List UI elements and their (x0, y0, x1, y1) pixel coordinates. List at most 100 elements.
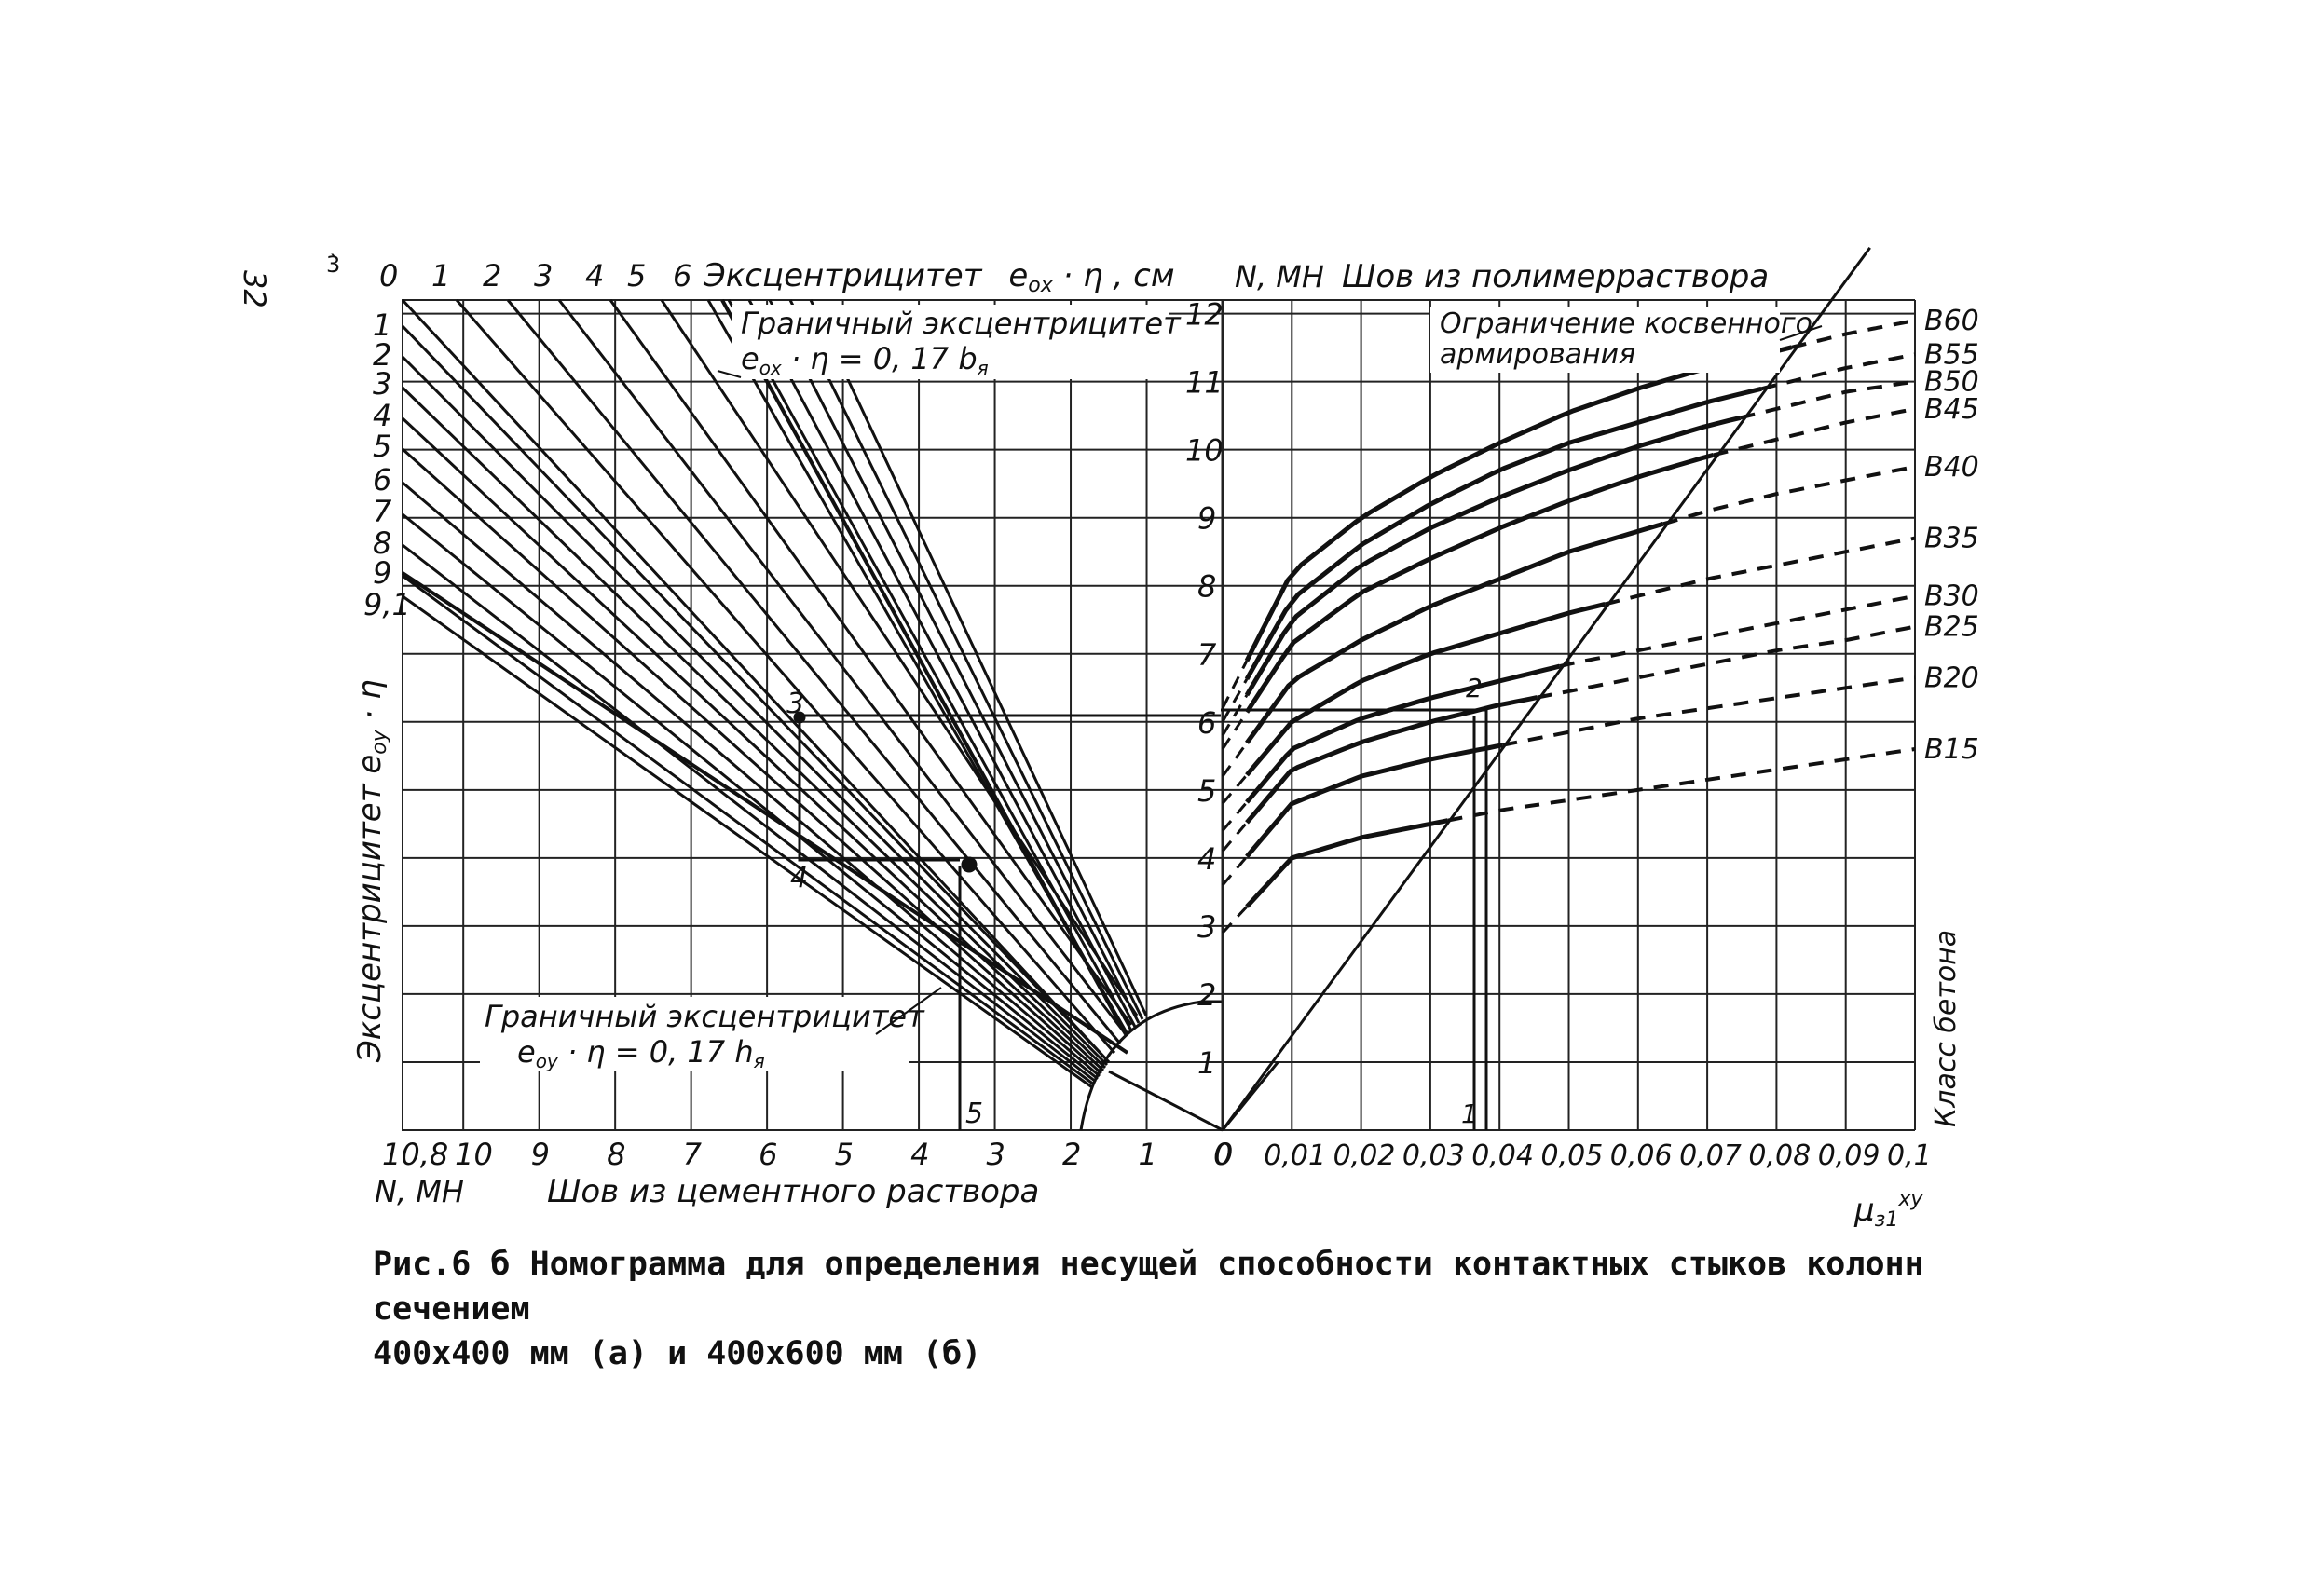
eccentricity-line-left (401, 386, 1107, 1070)
curve-dashed-end (1713, 406, 1916, 457)
left-n-tick: 6 (759, 1137, 777, 1172)
top-eccentricity-tick: 3 (534, 258, 553, 293)
figure-caption: Рис.6 б Номограмма для определения несущ… (373, 1242, 1957, 1376)
concrete-class-label: B55 (1924, 338, 1979, 371)
point-5-label: 5 (965, 1098, 983, 1130)
mu-tick: 0,04 (1471, 1139, 1534, 1172)
curve-solid (1244, 386, 1762, 681)
left-eccentricity-tick: 8 (373, 525, 391, 561)
boundary-eoy-line1: Граничный эксцентрицитет (485, 999, 925, 1034)
eccentricity-line-top-extra (747, 299, 1137, 1028)
middle-n-tick: 8 (1197, 569, 1216, 605)
left-n-tick: 10 (455, 1137, 493, 1172)
middle-n-tick: 7 (1197, 637, 1217, 673)
curve-dashed-end (1559, 593, 1916, 669)
mu-tick: 0,08 (1748, 1139, 1811, 1172)
left-eccentricity-tick: 7 (373, 494, 392, 529)
concrete-class-label: B30 (1924, 580, 1979, 613)
caption-line-2: 400x400 мм (а) и 400x600 мм (б) (373, 1335, 982, 1372)
boundary-line-eoy (401, 571, 1129, 1055)
middle-n-tick: 9 (1197, 501, 1216, 537)
mu-tick-zero: 0 (1213, 1137, 1232, 1172)
curve-solid (1244, 452, 1715, 714)
mu-axis-label: μз1xy (1853, 1188, 1923, 1232)
middle-n-tick: 12 (1185, 297, 1224, 333)
eccentricity-line-left (401, 355, 1109, 1067)
eccentricity-line-left (402, 574, 1095, 1086)
curve-dashed-end (1740, 379, 1916, 420)
eccentricity-line-top-extra (788, 299, 1144, 1020)
mu-tick: 0,07 (1679, 1139, 1742, 1172)
point-1-label: 1 (1461, 1098, 1478, 1129)
middle-n-tick: 11 (1185, 365, 1224, 401)
left-n-unit: N, МН (375, 1174, 464, 1209)
left-eccentricity-tick: 3 (373, 366, 391, 402)
middle-n-ticks: 12 11 10 9 8 7 6 5 4 3 2 1 (1185, 297, 1224, 1081)
left-n-tick: 1 (1139, 1137, 1157, 1172)
limit-annotation-bg (1430, 307, 1780, 373)
annotation-bottom-bg (480, 997, 909, 1071)
eccentricity-line-left (402, 543, 1097, 1084)
top-eccentricity-tick: 1 (431, 258, 450, 293)
left-eccentricity-tick: 2 (373, 337, 391, 373)
curve-dashed-start (1221, 742, 1249, 778)
curve-dashed-start (1221, 800, 1249, 832)
point-3-label: 3 (786, 688, 804, 720)
top-eccentricity-tick: 2 (483, 258, 501, 293)
eccentricity-line-top-extra (768, 299, 1141, 1024)
curve-dashed-start (1221, 711, 1249, 750)
concrete-class-label: B50 (1924, 366, 1979, 399)
eccentricity-line-top (401, 298, 1111, 1064)
curve-solid (1245, 743, 1503, 859)
mu-tick: 0,02 (1333, 1139, 1396, 1172)
eccentricity-line-top (506, 299, 1122, 1044)
curve-dashed-start (1221, 678, 1249, 723)
left-n-tick: 4 (910, 1137, 929, 1172)
limit-annotation-line2: армирования (1440, 338, 1635, 371)
middle-n-tick: 10 (1185, 433, 1224, 469)
left-eccentricity-tick: 9,1 (363, 587, 411, 622)
eccentricity-line-top (557, 299, 1128, 1035)
boundary-eox-line1: Граничный эксцентрицитет (741, 306, 1182, 341)
eccentricity-line-left (402, 481, 1101, 1078)
left-n-tick: 3 (987, 1137, 1005, 1172)
concrete-class-label: B40 (1924, 451, 1979, 484)
concrete-class-label: B25 (1924, 611, 1979, 644)
curve-solid (1244, 521, 1664, 744)
fan-to-origin-line (1108, 1070, 1224, 1132)
limit-annotation-leader (1779, 325, 1823, 341)
curve-solid (1245, 695, 1538, 825)
right-grid (1221, 299, 1916, 1131)
eccentricity-line-left (401, 416, 1105, 1072)
concrete-class-label: B45 (1924, 393, 1979, 426)
middle-n-tick: 1 (1197, 1045, 1216, 1081)
curve-dashed-end (1537, 624, 1916, 700)
curve-solid (1245, 818, 1448, 908)
reinforcement-limit-line (1221, 246, 1871, 1131)
annotation-top-leader (717, 370, 742, 378)
middle-n-tick: 6 (1197, 705, 1216, 741)
left-n-tick: 2 (1062, 1137, 1081, 1172)
page-number: 32 (237, 270, 272, 308)
top-axis-label: Эксцентрицитет eox · η , см (703, 257, 1174, 297)
curve-solid (1245, 601, 1606, 777)
boundary-line-eox (720, 299, 1128, 1035)
annotation-top-bg (732, 305, 1169, 379)
mu-tick: 0,06 (1610, 1139, 1673, 1172)
limit-annotation-line1: Ограничение косвенного (1440, 307, 1812, 340)
curve-dashed-start (1221, 660, 1249, 709)
point-2-label: 2 (1466, 673, 1483, 703)
concrete-class-label: B20 (1924, 662, 1979, 694)
left-n-tick: 9 (531, 1137, 550, 1172)
middle-n-tick: 2 (1197, 977, 1216, 1013)
left-eccentricity-tick: 5 (373, 429, 391, 464)
middle-n-tick: 4 (1197, 841, 1216, 877)
left-n-tick: 10,8 (382, 1137, 448, 1172)
curve-dashed-start (1221, 821, 1249, 853)
middle-n-tick: 3 (1197, 909, 1216, 945)
mu-tick: 0,09 (1818, 1139, 1880, 1172)
